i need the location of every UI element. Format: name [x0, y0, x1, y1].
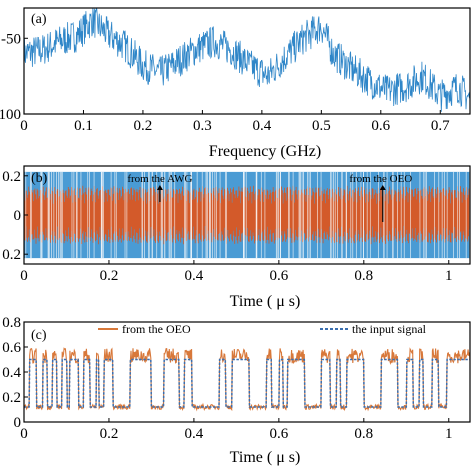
x-tick-label: 0.4 — [185, 268, 204, 284]
y-tick-label: -100 — [0, 107, 21, 123]
y-tick-label: 0.2 — [2, 169, 21, 185]
panel-a-frame — [23, 7, 471, 115]
x-tick-label: 0 — [20, 118, 28, 134]
panel-c-x-axis-label: Time ( μ s) — [230, 449, 301, 466]
x-tick-label: 0 — [20, 426, 28, 442]
x-tick-label: 0.8 — [354, 426, 373, 442]
y-tick-label: 0 — [14, 208, 22, 224]
panel-b-plot-area — [24, 171, 470, 259]
oeo-output-series — [24, 347, 470, 412]
annotation-oeo: from the OEO — [349, 173, 412, 185]
panel-c-y-ticks: 0 0.2 0.4 0.6 0.8 — [2, 315, 28, 431]
input-signal-series — [24, 358, 470, 408]
annotation-oeo-arrowhead — [379, 185, 386, 190]
x-tick-label: 1 — [445, 268, 453, 284]
panel-b-label: (b) — [31, 171, 48, 186]
legend-label-input: the input signal — [352, 322, 427, 336]
panel-a-label: (a) — [31, 12, 47, 27]
annotation-awg: from the AWG — [127, 173, 192, 185]
x-tick-label: 0.7 — [431, 118, 450, 134]
panel-a-plot-area — [24, 8, 470, 112]
panel-a: 0 0.1 0.2 0.3 0.4 0.5 0.6 0.7 -100 -50 (a) Frequ… — [0, 7, 471, 160]
y-tick-label: 0.8 — [2, 315, 21, 331]
panel-b: 0 0.2 0.4 0.6 0.8 1 0.2 0 0.2 (b) Time ( μ s) f… — [2, 165, 471, 310]
panel-b-x-ticks: 0 0.2 0.4 0.6 0.8 1 — [20, 260, 453, 284]
y-tick-label: 0.2 — [2, 247, 21, 263]
panel-c-x-ticks: 0 0.2 0.4 0.6 0.8 1 — [20, 418, 453, 442]
x-tick-label: 1 — [445, 426, 453, 442]
x-tick-label: 0.1 — [74, 118, 93, 134]
x-tick-label: 0.6 — [269, 268, 288, 284]
x-tick-label: 0.2 — [100, 426, 119, 442]
x-tick-label: 0.4 — [252, 118, 271, 134]
y-tick-label: 0 — [14, 415, 22, 431]
x-tick-label: 0.4 — [185, 426, 204, 442]
x-tick-label: 0.3 — [193, 118, 212, 134]
panel-a-y-ticks: -100 -50 — [0, 31, 28, 123]
panel-b-annotations: from the AWG from the OEO — [127, 173, 412, 222]
legend-label-oeo: from the OEO — [122, 322, 191, 336]
y-tick-label: 0.2 — [2, 390, 21, 406]
x-tick-label: 0.2 — [100, 268, 119, 284]
panel-b-y-ticks: 0.2 0 0.2 — [2, 169, 28, 263]
spectrum-series — [24, 8, 470, 112]
panel-c-label: (c) — [31, 328, 47, 343]
oeo-signal-series — [24, 185, 470, 245]
x-tick-label: 0.6 — [371, 118, 390, 134]
panel-c: 0 0.2 0.4 0.6 0.8 1 0 0.2 0.4 0.6 0.8 (c) Time ( … — [2, 315, 471, 466]
panel-b-x-axis-label: Time ( μ s) — [230, 293, 301, 310]
y-tick-label: 0.6 — [2, 340, 21, 356]
x-tick-label: 0.2 — [134, 118, 153, 134]
y-tick-label: 0.4 — [2, 365, 21, 381]
x-tick-label: 0.8 — [354, 268, 373, 284]
x-tick-label: 0.5 — [312, 118, 331, 134]
y-tick-label: -50 — [1, 31, 21, 47]
x-tick-label: 0.6 — [269, 426, 288, 442]
panel-c-legend: from the OEO the input signal — [98, 322, 427, 336]
annotation-awg-arrowhead — [156, 185, 163, 190]
panel-a-x-axis-label: Frequency (GHz) — [209, 143, 321, 160]
x-tick-label: 0 — [20, 268, 28, 284]
panel-c-plot-area — [24, 347, 470, 412]
panel-a-x-ticks: 0 0.1 0.2 0.3 0.4 0.5 0.6 0.7 — [20, 110, 450, 134]
